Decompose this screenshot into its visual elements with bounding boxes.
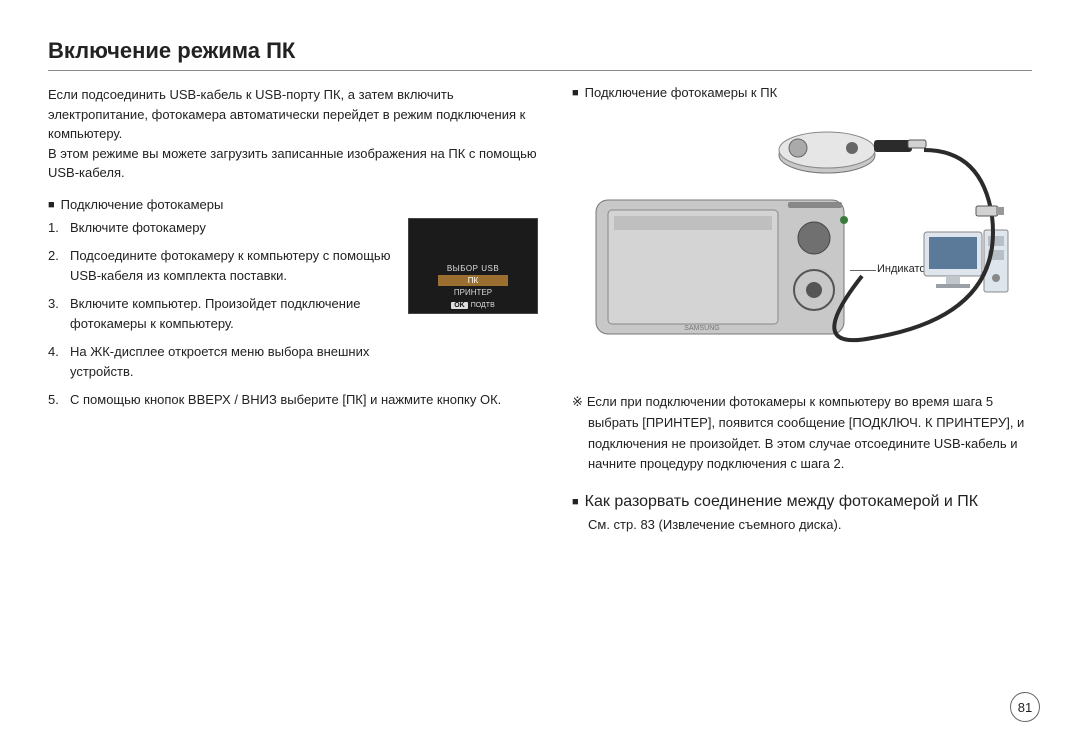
title-rule	[48, 70, 1032, 71]
two-column-layout: Если подсоединить USB-кабель к USB-порту…	[48, 85, 1032, 536]
intro-paragraph: Если подсоединить USB-кабель к USB-порту…	[48, 85, 538, 183]
lcd-option: ПРИНТЕР	[438, 287, 508, 298]
lcd-footer: OKПОДТВ	[451, 302, 495, 309]
page-number: 81	[1010, 692, 1040, 722]
camera-front-icon: SAMSUNG	[590, 190, 850, 346]
printer-warning-note: ※ Если при подключении фотокамеры к компь…	[572, 392, 1032, 475]
left-column: Если подсоединить USB-кабель к USB-порту…	[48, 85, 538, 536]
page-title: Включение режима ПК	[48, 38, 1032, 64]
lcd-title: ВЫБОР USB	[447, 264, 499, 273]
disconnect-heading: Как разорвать соединение между фотокамер…	[572, 493, 1032, 511]
step-num: 5.	[48, 390, 70, 410]
camera-top-icon	[772, 110, 932, 180]
connection-illustration: SAMSUNG Индикатор зарядки	[572, 106, 1032, 366]
lcd-confirm-label: ПОДТВ	[471, 302, 495, 309]
note-text: Если при подключении фотокамеры к компью…	[587, 394, 1024, 471]
step-5: 5.С помощью кнопок ВВЕРХ / ВНИЗ выберите…	[48, 390, 538, 410]
pc-icon	[914, 226, 1014, 336]
indicator-leader-line	[850, 270, 876, 271]
svg-text:SAMSUNG: SAMSUNG	[684, 325, 719, 332]
note-marker: ※	[572, 394, 583, 409]
step-text: Включите фотокамеру	[70, 218, 394, 238]
step-text: Включите компьютер. Произойдет подключен…	[70, 294, 394, 334]
step-num: 2.	[48, 246, 70, 286]
lcd-option-selected: ПК	[438, 275, 508, 286]
step-num: 4.	[48, 342, 70, 382]
steps-1-4: 1.Включите фотокамеру 2.Подсоедините фот…	[48, 218, 394, 391]
lcd-menu-illustration: ВЫБОР USB ПК ПРИНТЕР OKПОДТВ	[408, 218, 538, 314]
step-text: Подсоедините фотокамеру к компьютеру с п…	[70, 246, 394, 286]
connect-camera-heading: Подключение фотокамеры	[48, 197, 538, 212]
lcd-ok-badge: OK	[451, 302, 468, 309]
right-column: Подключение фотокамеры к ПК	[572, 85, 1032, 536]
step-num: 3.	[48, 294, 70, 334]
connect-pc-heading: Подключение фотокамеры к ПК	[572, 85, 1032, 100]
disconnect-reference: См. стр. 83 (Извлечение съемного диска).	[572, 515, 1032, 536]
step-num: 1.	[48, 218, 70, 238]
step-text: С помощью кнопок ВВЕРХ / ВНИЗ выберите […	[70, 390, 538, 410]
step-text: На ЖК-дисплее откроется меню выбора внеш…	[70, 342, 394, 382]
